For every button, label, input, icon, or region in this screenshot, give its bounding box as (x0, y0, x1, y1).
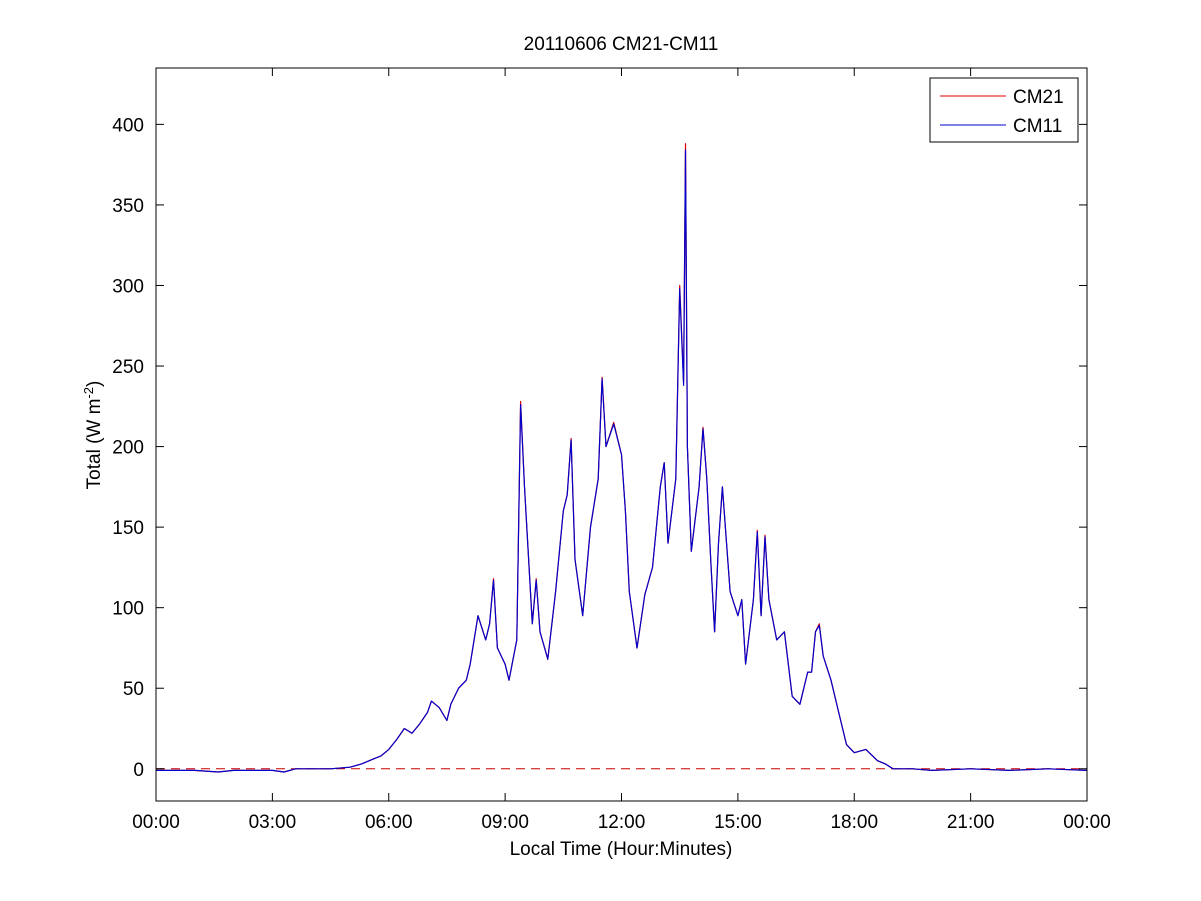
y-tick-label: 100 (112, 599, 144, 620)
x-tick-label: 12:00 (598, 812, 646, 833)
x-tick-label: 18:00 (830, 812, 878, 833)
y-axis-label-main: Total (W m (84, 399, 105, 490)
x-tick-label: 06:00 (365, 812, 413, 833)
series-layer (156, 143, 1088, 773)
y-axis-label-close: ) (84, 381, 105, 387)
x-tick-label: 09:00 (481, 812, 529, 833)
y-tick-label: 50 (123, 679, 144, 700)
x-tick-label: 15:00 (714, 812, 762, 833)
y-tick-label: 300 (112, 276, 144, 297)
chart-title: 20110606 CM21-CM11 (524, 34, 719, 55)
y-axis-label-exponent: -2 (81, 387, 96, 399)
y-tick-label: 400 (112, 115, 144, 136)
legend-box (929, 77, 1079, 143)
legend: CM21 CM11 (929, 77, 1079, 143)
x-tick-label: 03:00 (249, 812, 297, 833)
x-tick-label: 21:00 (947, 812, 995, 833)
series-line-cm11 (156, 149, 1088, 773)
y-tick-label: 250 (112, 357, 144, 378)
x-tick-label: 00:00 (1063, 812, 1111, 833)
x-axis-label: Local Time (Hour:Minutes) (510, 839, 733, 860)
x-axis: 00:00 03:00 06:00 09:00 12:00 15:00 18:00 21:00… (132, 68, 1111, 833)
x-tick-label: 00:00 (132, 812, 180, 833)
y-axis-label: Total (W m-2) (81, 381, 106, 490)
y-tick-label: 350 (112, 196, 144, 217)
y-tick-label: 200 (112, 438, 144, 459)
legend-label-cm11: CM11 (1013, 116, 1062, 137)
y-axis: 0 50 100 150 200 250 300 350 400 (112, 115, 1087, 781)
y-tick-label: 150 (112, 518, 144, 539)
legend-label-cm21: CM21 (1013, 87, 1064, 108)
y-tick-label: 0 (133, 760, 144, 781)
